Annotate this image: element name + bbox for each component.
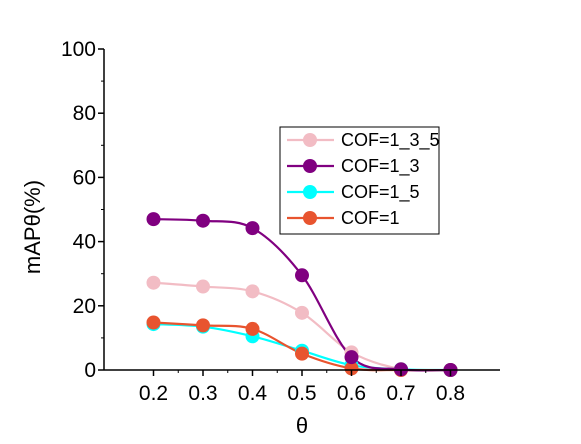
legend-marker [303, 211, 317, 225]
ticks [98, 48, 452, 376]
legend: COF=1_3_5 COF=1_3 COF=1_5 COF=1 [279, 126, 440, 235]
x-tick-label: 0.3 [188, 382, 217, 405]
data-point [196, 213, 210, 228]
data-point [245, 221, 260, 236]
x-tick-label: 0.4 [238, 382, 268, 405]
tick-labels: 0 20 40 60 80 100 0.2 0.3 0.4 0.5 0.6 0.7 0.8 [61, 38, 465, 405]
data-point [344, 361, 359, 376]
y-tick-label: 0 [84, 359, 96, 382]
data-point [295, 346, 309, 361]
y-tick-label: 40 [73, 231, 96, 254]
legend-marker [303, 159, 317, 173]
legend-label: COF=1_5 [341, 182, 420, 203]
data-point [146, 315, 161, 330]
legend-marker [303, 185, 317, 199]
x-tick-label: 0.6 [337, 382, 366, 405]
legend-label: COF=1 [341, 208, 400, 228]
x-tick-label: 0.2 [139, 382, 168, 405]
x-tick-label: 0.8 [436, 382, 465, 405]
data-point [146, 212, 161, 227]
x-tick-label: 0.5 [287, 382, 316, 405]
legend-label: COF=1_3 [341, 156, 420, 177]
legend-marker [303, 133, 317, 147]
x-tick-label: 0.7 [386, 382, 415, 405]
data-markers [146, 212, 458, 377]
data-point [344, 350, 359, 365]
y-tick-label: 60 [73, 166, 96, 189]
data-point [295, 305, 309, 320]
x-axis-title: θ [296, 413, 308, 438]
data-point [245, 321, 260, 336]
legend-label: COF=1_3_5 [341, 130, 440, 151]
data-point [196, 318, 210, 333]
y-tick-label: 100 [61, 38, 96, 61]
y-tick-label: 80 [73, 102, 96, 125]
data-point [196, 279, 210, 294]
data-point [245, 284, 260, 299]
data-point [146, 275, 161, 290]
y-axis-title: mAPθ(%) [20, 180, 45, 274]
data-point [295, 268, 309, 283]
y-tick-label: 20 [73, 295, 96, 318]
